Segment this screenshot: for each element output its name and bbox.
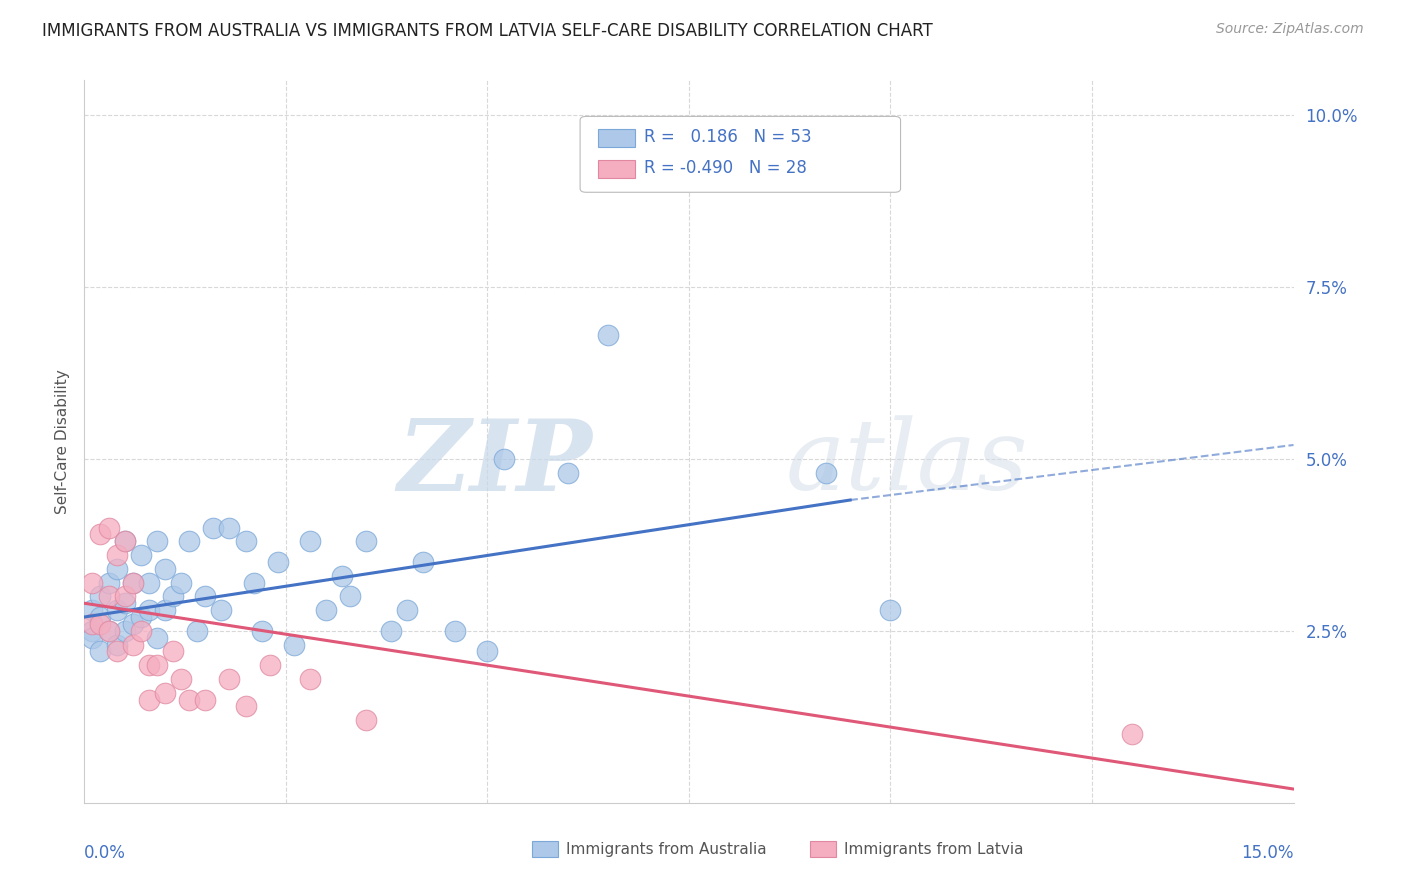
Point — [209, 603, 232, 617]
Point — [339, 590, 361, 604]
Point — [250, 624, 273, 638]
Point — [412, 555, 434, 569]
Point — [121, 575, 143, 590]
Text: IMMIGRANTS FROM AUSTRALIA VS IMMIGRANTS FROM LATVIA SELF-CARE DISABILITY CORRELA: IMMIGRANTS FROM AUSTRALIA VS IMMIGRANTS … — [42, 22, 934, 40]
Text: Source: ZipAtlas.com: Source: ZipAtlas.com — [1216, 22, 1364, 37]
Point — [170, 672, 193, 686]
Point — [129, 548, 152, 562]
Point — [129, 610, 152, 624]
Point — [153, 562, 176, 576]
Point — [129, 624, 152, 638]
Point — [138, 692, 160, 706]
Point — [194, 692, 217, 706]
Point — [242, 575, 264, 590]
Text: ZIP: ZIP — [398, 415, 592, 511]
Point — [105, 562, 128, 576]
Point — [218, 520, 240, 534]
Point — [146, 534, 169, 549]
Text: Immigrants from Latvia: Immigrants from Latvia — [844, 841, 1024, 856]
Point — [114, 534, 136, 549]
Point — [138, 603, 160, 617]
Point — [153, 686, 176, 700]
Point — [82, 575, 104, 590]
Point — [97, 590, 120, 604]
Text: 15.0%: 15.0% — [1241, 844, 1294, 862]
Point — [814, 466, 837, 480]
Point — [477, 644, 499, 658]
Point — [315, 603, 337, 617]
Point — [194, 590, 217, 604]
Point — [799, 162, 821, 177]
Point — [114, 590, 136, 604]
Point — [259, 658, 281, 673]
Point — [138, 575, 160, 590]
Point — [179, 692, 201, 706]
Point — [82, 603, 104, 617]
Bar — [599, 160, 634, 178]
Point — [492, 451, 515, 466]
Y-axis label: Self-Care Disability: Self-Care Disability — [55, 369, 70, 514]
Point — [138, 658, 160, 673]
Bar — [810, 841, 837, 857]
Point — [121, 575, 143, 590]
Point — [356, 534, 378, 549]
Text: Immigrants from Australia: Immigrants from Australia — [565, 841, 766, 856]
Point — [97, 624, 120, 638]
Text: R =   0.186   N = 53: R = 0.186 N = 53 — [644, 128, 811, 146]
Point — [299, 672, 322, 686]
Point — [82, 631, 104, 645]
Point — [218, 672, 240, 686]
Point — [186, 624, 208, 638]
Point — [356, 713, 378, 727]
Point — [114, 596, 136, 610]
Point — [146, 658, 169, 673]
Point — [267, 555, 290, 569]
Point — [380, 624, 402, 638]
Point — [105, 644, 128, 658]
Point — [89, 616, 111, 631]
Point — [170, 575, 193, 590]
Point — [299, 534, 322, 549]
Point — [97, 575, 120, 590]
Point — [395, 603, 418, 617]
Point — [146, 631, 169, 645]
Point — [121, 638, 143, 652]
Point — [162, 644, 184, 658]
Point — [105, 638, 128, 652]
Point — [114, 624, 136, 638]
Point — [444, 624, 467, 638]
Point — [97, 520, 120, 534]
Point — [557, 466, 579, 480]
Point — [89, 644, 111, 658]
Point — [89, 527, 111, 541]
Text: R = -0.490   N = 28: R = -0.490 N = 28 — [644, 159, 807, 177]
Point — [89, 610, 111, 624]
Point — [235, 699, 257, 714]
Bar — [599, 129, 634, 147]
Text: 0.0%: 0.0% — [84, 844, 127, 862]
Point — [97, 624, 120, 638]
Point — [598, 327, 620, 342]
Point — [879, 603, 901, 617]
FancyBboxPatch shape — [581, 117, 901, 193]
Point — [330, 568, 353, 582]
Point — [121, 616, 143, 631]
Point — [114, 534, 136, 549]
Point — [202, 520, 225, 534]
Point — [283, 638, 305, 652]
Point — [82, 624, 104, 638]
Point — [105, 548, 128, 562]
Point — [89, 590, 111, 604]
Point — [105, 603, 128, 617]
Point — [1121, 727, 1143, 741]
Point — [235, 534, 257, 549]
Point — [162, 590, 184, 604]
Point — [153, 603, 176, 617]
Point — [179, 534, 201, 549]
Text: atlas: atlas — [786, 416, 1028, 511]
Bar — [531, 841, 558, 857]
Point — [82, 616, 104, 631]
